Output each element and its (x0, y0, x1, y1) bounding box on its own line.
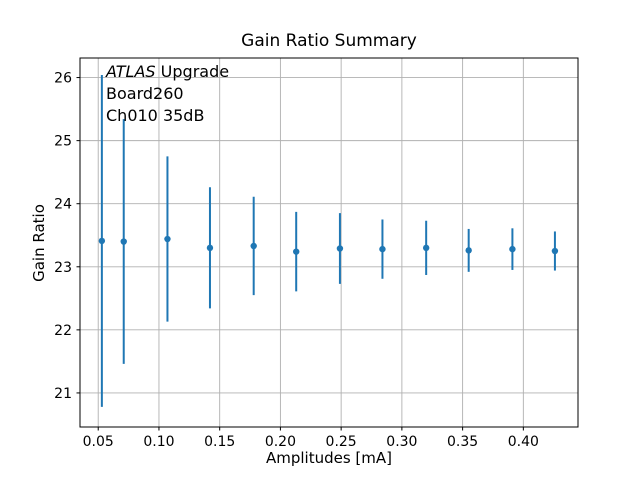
y-tick-label: 23 (54, 260, 72, 276)
x-tick-label: 0.05 (83, 434, 114, 450)
y-tick-label: 22 (54, 323, 72, 339)
chart-title: Gain Ratio Summary (241, 31, 417, 51)
y-tick-label: 26 (54, 71, 72, 87)
data-point-marker (379, 245, 386, 253)
x-tick-label: 0.35 (447, 434, 478, 450)
data-point-marker (120, 238, 127, 245)
y-tick-label: 21 (54, 386, 72, 402)
annotation-experiment: ATLAS (106, 62, 156, 81)
data-point-marker (336, 245, 344, 252)
data-point-marker (98, 237, 106, 245)
x-tick-label: 0.25 (326, 434, 357, 450)
y-axis-label: Gain Ratio (30, 204, 48, 282)
annotation-board: Board260 (106, 84, 184, 103)
x-axis-label: Amplitudes [mA] (265, 449, 393, 467)
y-tick-label: 24 (54, 197, 72, 213)
data-point-marker (465, 247, 472, 254)
annotation-upgrade: Upgrade (155, 62, 230, 81)
data-point-marker (422, 244, 430, 252)
data-point-marker (164, 235, 171, 243)
annotation-block: ATLAS Upgrade Board260 Ch010 35dB (106, 61, 229, 127)
x-tick-label: 0.30 (386, 434, 417, 450)
x-tick-label: 0.10 (143, 434, 174, 450)
data-point-marker (250, 242, 257, 250)
annotation-line-1: ATLAS Upgrade (106, 61, 229, 83)
data-point-marker (551, 247, 559, 255)
data-point-marker (206, 244, 214, 252)
annotation-channel: Ch010 35dB (106, 106, 205, 125)
x-tick-label: 0.15 (204, 434, 235, 450)
data-point-marker (509, 245, 516, 253)
data-point-marker (293, 248, 300, 255)
x-tick-label: 0.20 (265, 434, 296, 450)
y-tick-label: 25 (54, 134, 72, 150)
x-tick-label: 0.40 (508, 434, 539, 450)
axes-border (79, 57, 579, 428)
